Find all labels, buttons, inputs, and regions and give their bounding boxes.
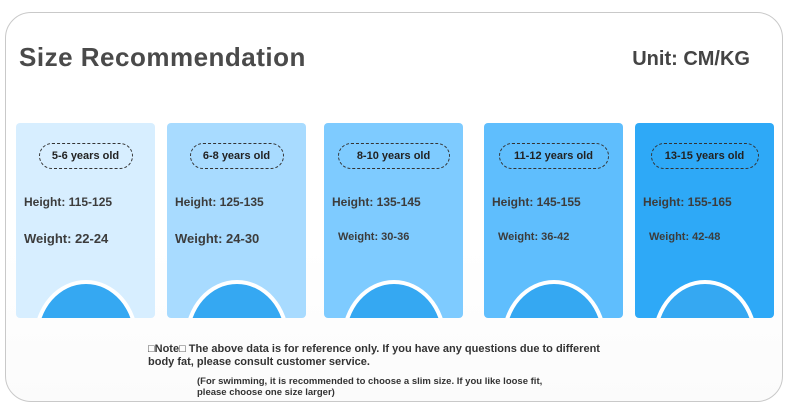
reference-note: □Note□ The above data is for reference o… (148, 343, 600, 368)
height-range: Height: 135-145 (332, 195, 421, 209)
height-range: Height: 125-135 (175, 195, 264, 209)
unit-label: Unit: CM/KG (632, 48, 750, 70)
age-range: 8-10 years old (337, 143, 450, 169)
size-card-160: 13-15 years old Height: 155-165 Weight: … (635, 123, 774, 318)
age-range: 11-12 years old (498, 143, 609, 169)
height-range: Height: 115-125 (24, 195, 113, 209)
size-badge: 160 (652, 280, 757, 318)
size-badge: 120 (33, 280, 138, 318)
weight-range: Weight: 24-30 (175, 231, 260, 246)
size-card-140: 8-10 years old Height: 135-145 Weight: 3… (324, 123, 463, 318)
age-range: 5-6 years old (38, 143, 133, 169)
size-badge: 140 (341, 280, 446, 318)
weight-range: Weight: 36-42 (498, 231, 570, 243)
swimming-tip: (For swimming, it is recommended to choo… (197, 376, 543, 398)
size-badge: 130 (184, 280, 289, 318)
size-card-130: 6-8 years old Height: 125-135 Weight: 24… (167, 123, 306, 318)
age-range: 6-8 years old (189, 143, 284, 169)
height-range: Height: 155-165 (643, 195, 732, 209)
size-card-150: 11-12 years old Height: 145-155 Weight: … (484, 123, 623, 318)
age-range: 13-15 years old (650, 143, 759, 169)
weight-range: Weight: 22-24 (24, 231, 109, 246)
height-range: Height: 145-155 (492, 195, 581, 209)
size-badge: 150 (501, 280, 606, 318)
weight-range: Weight: 42-48 (649, 231, 721, 243)
weight-range: Weight: 30-36 (338, 231, 410, 243)
size-card-120: 5-6 years old Height: 115-125 Weight: 22… (16, 123, 155, 318)
page-title: Size Recommendation (19, 42, 306, 72)
